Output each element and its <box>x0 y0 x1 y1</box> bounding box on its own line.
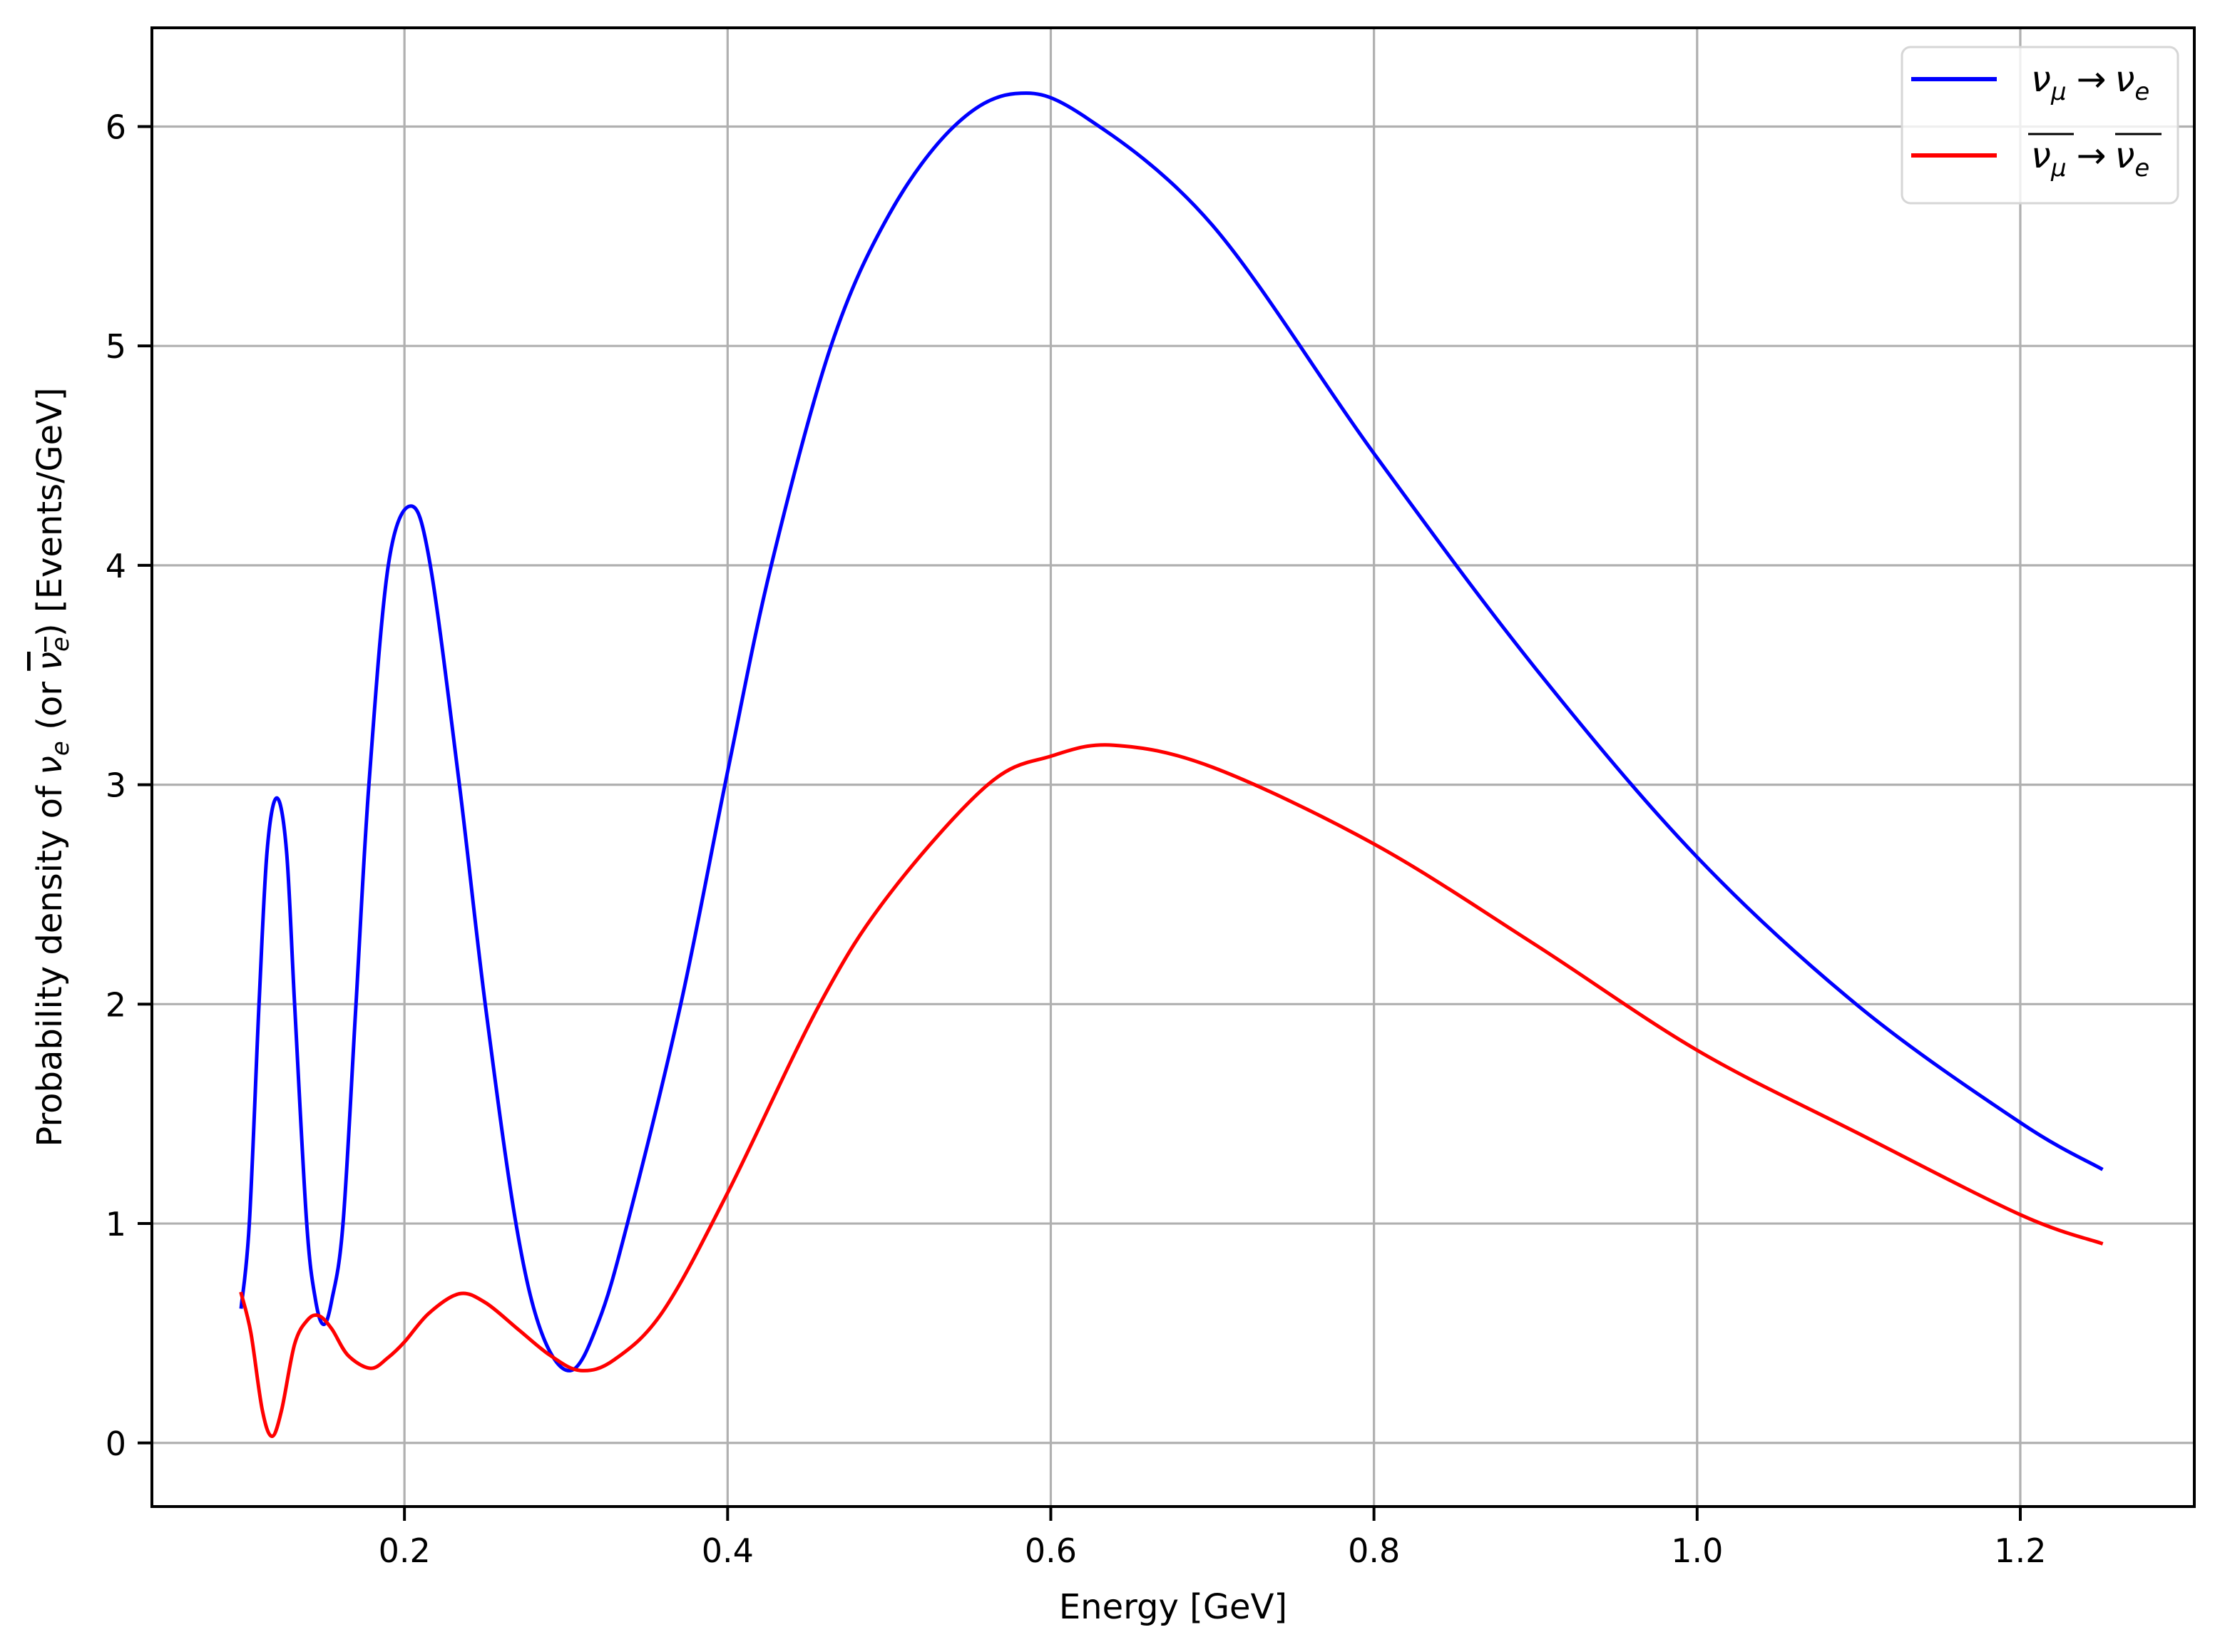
y-tick-label: 1 <box>106 1205 126 1243</box>
legend-bar-arrow: → <box>2077 135 2107 176</box>
legend-bar-nu-1: ν <box>2031 135 2051 176</box>
series-line-numubar-to-nuebar <box>239 743 2104 1438</box>
series-line-numu-to-nue <box>239 91 2104 1373</box>
x-tick-label: 1.2 <box>1994 1532 2046 1570</box>
y-axis-ticks: 0 1 2 3 4 5 6 <box>106 108 152 1463</box>
x-tick-label: 0.6 <box>1025 1532 1077 1570</box>
legend-nu-1: ν <box>2031 58 2051 100</box>
legend-sub-mu: μ <box>2050 78 2067 106</box>
y-tick-label: 3 <box>106 766 126 805</box>
legend-sub-e: e <box>2134 78 2149 106</box>
y-tick-label: 0 <box>106 1425 126 1463</box>
y-axis-label-nu: ν <box>30 756 70 775</box>
legend-bar-nu-2: ν <box>2114 135 2134 176</box>
x-tick-label: 0.4 <box>702 1532 754 1570</box>
legend-box <box>1901 46 2179 205</box>
x-tick-label: 1.0 <box>1671 1532 1723 1570</box>
x-axis-ticks: 0.2 0.4 0.6 0.8 1.0 1.2 <box>379 1507 2047 1570</box>
y-axis-label-sub-e-bar: e <box>46 637 75 652</box>
y-axis-label-mid: (or <box>30 671 70 741</box>
y-tick-label: 6 <box>106 108 126 146</box>
x-tick-label: 0.2 <box>379 1532 431 1570</box>
legend: νμ → νe νμ → νe <box>1901 46 2179 205</box>
legend-nu-2: ν <box>2114 58 2134 100</box>
legend-arrow: → <box>2077 58 2107 100</box>
x-tick-label: 0.8 <box>1348 1532 1400 1570</box>
y-tick-label: 5 <box>106 327 126 366</box>
y-tick-label: 4 <box>106 547 126 585</box>
axes-frame <box>150 26 2196 1508</box>
legend-label-numubar-to-nuebar: νμ → νe <box>2031 135 2149 183</box>
legend-bar-sub-e: e <box>2134 154 2149 183</box>
y-axis-label-nu-bar: ν <box>30 652 70 671</box>
y-tick-label: 2 <box>106 985 126 1024</box>
legend-bar-sub-mu: μ <box>2050 154 2067 183</box>
plot-series <box>239 91 2104 1438</box>
y-axis-label-prefix: Probability density of <box>30 775 70 1147</box>
y-axis-label: Probability density of νe (or νe) [Event… <box>30 387 75 1146</box>
legend-label-numu-to-nue: νμ → νe <box>2031 58 2149 106</box>
x-gridlines <box>403 28 2022 1507</box>
y-axis-label-sub-e: e <box>46 741 75 756</box>
y-axis-label-suffix: ) [Events/GeV] <box>30 387 70 637</box>
x-axis-label: Energy [GeV] <box>1059 1587 1287 1627</box>
